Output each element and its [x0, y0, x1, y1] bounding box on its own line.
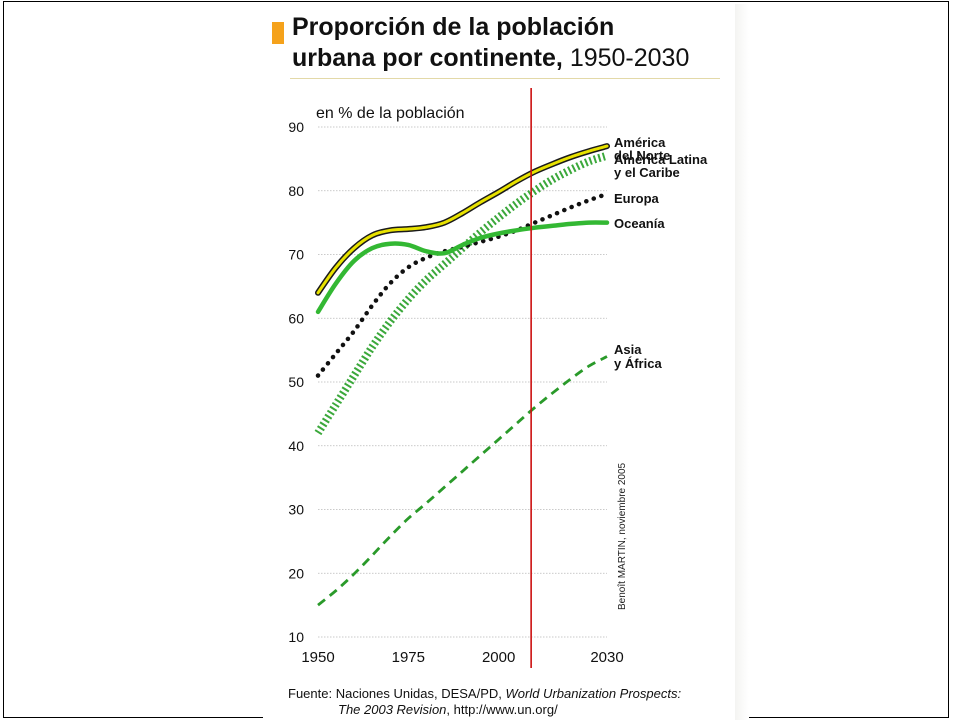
- x-tick-label-2030: 2030: [590, 649, 623, 666]
- legend-label-series-1-line-2: del Norte: [614, 148, 670, 163]
- y-tick-label-20: 20: [288, 565, 304, 581]
- x-tick-label-1975: 1975: [392, 649, 425, 666]
- title-line-2: urbana por continente,: [292, 44, 563, 72]
- source-prefix: Fuente: Naciones Unidas, DESA/PD,: [288, 686, 506, 701]
- legend-label-series-2-line-1: América Latina: [614, 152, 708, 167]
- series-1-line: [316, 144, 609, 295]
- source-title-1: World Urbanization Prospects:: [505, 686, 682, 701]
- x-tick-label-2000: 2000: [482, 649, 515, 666]
- source-title-2: The 2003 Revision: [338, 702, 447, 717]
- author-credit: Benoît MARTIN, noviembre 2005: [617, 462, 628, 610]
- y-tick-label-60: 60: [288, 310, 304, 326]
- chart-title: Proporción de la población urbana por co…: [292, 12, 689, 74]
- title-accent-bar: [272, 22, 284, 44]
- series-5-line: [317, 355, 608, 607]
- y-tick-label-80: 80: [288, 183, 304, 199]
- y-tick-label-70: 70: [288, 247, 304, 263]
- y-tick-label-10: 10: [288, 629, 304, 645]
- series-3-line: [315, 191, 610, 378]
- source-suffix: , http://www.un.org/: [446, 702, 558, 717]
- x-tick-label-1950: 1950: [301, 649, 334, 666]
- y-tick-label-40: 40: [288, 438, 304, 454]
- y-tick-label-30: 30: [288, 502, 304, 518]
- y-axis-label: en % de la población: [316, 105, 465, 122]
- legend-label-series-1-line-1: América: [614, 135, 666, 150]
- legend-label-series-5-line-1: Asia: [614, 342, 642, 357]
- series-1-line-outline: [315, 143, 610, 296]
- page-edge-shadow: [735, 4, 749, 720]
- source-note: Fuente: Naciones Unidas, DESA/PD, World …: [288, 686, 681, 718]
- series-2-line: [314, 151, 609, 436]
- title-years: 1950-2030: [569, 44, 690, 72]
- series-4-line: [315, 220, 610, 315]
- legend-label-series-5-line-2: y África: [614, 356, 662, 371]
- chart-panel: [263, 4, 735, 720]
- y-tick-label-90: 90: [288, 119, 304, 135]
- legend-label-series-4-line-1: Oceanía: [614, 216, 665, 231]
- title-line-1: Proporción de la población: [292, 13, 615, 41]
- legend-label-series-3-line-1: Europa: [614, 191, 660, 206]
- legend-label-series-2-line-2: y el Caribe: [614, 165, 680, 180]
- title-underline: [290, 78, 720, 79]
- y-tick-label-50: 50: [288, 374, 304, 390]
